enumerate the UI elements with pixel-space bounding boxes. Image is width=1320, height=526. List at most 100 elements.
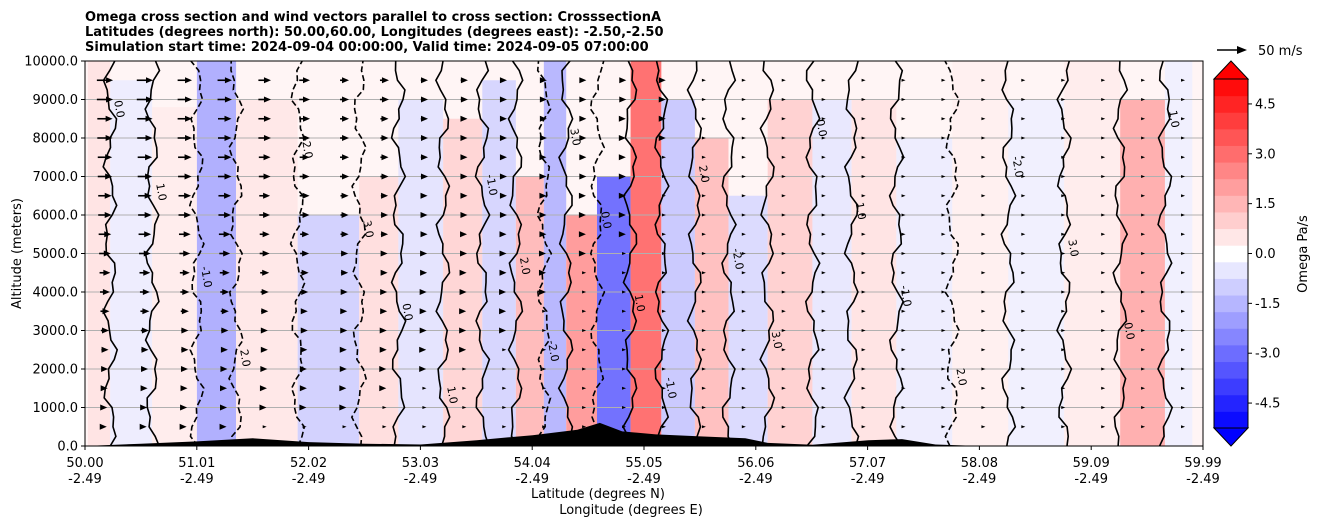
wind-arrow-dot <box>901 98 906 101</box>
wind-arrow-head <box>143 269 151 276</box>
wind-arrow-dot <box>821 213 826 217</box>
terrain-silhouette <box>85 422 1203 446</box>
wind-arrow-dot <box>901 175 906 178</box>
y-tick-label: 1000.0 <box>33 401 79 416</box>
wind-arrow-dot <box>1141 78 1146 82</box>
wind-arrow-dot <box>1061 271 1066 275</box>
wind-arrow-dot <box>1141 348 1146 352</box>
wind-arrow-dot <box>622 252 627 255</box>
wind-arrow-dot <box>1101 155 1106 159</box>
contour-line <box>589 61 606 446</box>
contour-label: 2.0 <box>237 348 253 367</box>
wind-arrow-head <box>538 289 546 295</box>
wind-arrow-dot <box>781 386 786 390</box>
wind-arrow-head <box>499 250 507 257</box>
colorbar-level <box>1214 311 1248 329</box>
wind-arrow-head <box>223 250 231 257</box>
wind-arrow-head <box>141 346 149 353</box>
wind-arrow-dot <box>901 194 906 198</box>
wind-arrow-dot <box>1181 155 1186 159</box>
wind-arrow-head <box>259 385 267 392</box>
wind-arrow-dot <box>781 329 786 332</box>
colorbar-label: Omega Pa/s <box>1296 215 1311 293</box>
wind-arrow-dot <box>661 232 666 236</box>
wind-arrow-head <box>420 192 428 199</box>
wind-arrow-dot <box>981 117 986 121</box>
colorbar-extend-min <box>1212 427 1250 447</box>
wind-arrow-dot <box>861 271 866 275</box>
wind-arrow-head <box>460 250 468 257</box>
wind-arrow-dot <box>382 406 387 409</box>
wind-arrow-dot <box>741 194 746 198</box>
contour-line <box>1157 61 1174 446</box>
wind-arrow-head <box>301 289 309 295</box>
wind-arrow-head <box>302 173 310 180</box>
wind-arrow-head <box>104 212 112 218</box>
wind-arrow-dot <box>1181 213 1186 217</box>
wind-arrow-head <box>181 346 189 353</box>
wind-arrow-dot <box>1181 367 1186 371</box>
wind-arrow-head <box>499 269 507 276</box>
colorbar-level <box>1214 228 1248 246</box>
wind-arrow-head <box>499 289 507 295</box>
contour-label: 1.0 <box>444 385 460 404</box>
wind-arrow-dot <box>1061 232 1066 236</box>
wind-arrow-dot <box>741 213 746 217</box>
wind-arrow-dot <box>821 406 826 409</box>
wind-arrow-head <box>183 250 191 257</box>
wind-arrow-dot <box>901 290 906 294</box>
wind-arrow-dot <box>1101 329 1106 332</box>
wind-arrow-dot <box>1141 425 1146 429</box>
wind-arrow-dot <box>1141 367 1146 371</box>
contour-label: 0.0 <box>598 210 614 229</box>
wind-arrow-dot <box>542 348 547 352</box>
wind-arrow-dot <box>1021 425 1026 429</box>
wind-arrow-head <box>224 212 232 218</box>
wind-arrow-dot <box>582 271 587 275</box>
wind-arrow-dot <box>741 98 746 101</box>
colorbar-level <box>1214 162 1248 180</box>
x-tick-label-lon: -2.49 <box>1186 472 1220 487</box>
wind-arrow-dot <box>661 213 666 217</box>
wind-arrow-dot <box>1101 425 1106 429</box>
wind-arrow-head <box>102 308 110 315</box>
wind-arrow-head <box>180 404 188 411</box>
wind-arrow-head <box>420 154 428 161</box>
wind-arrow-dot <box>981 98 986 101</box>
wind-arrow-dot <box>1021 98 1026 101</box>
wind-arrow-head <box>262 231 270 238</box>
wind-arrow-dot <box>622 348 627 352</box>
wind-arrow-head <box>459 327 467 334</box>
wind-arrow-dot <box>821 271 826 275</box>
colorbar: -4.5 -3.0 -1.5 0.0 1.5 3.0 4.5 <box>1212 60 1280 447</box>
wind-arrow-head <box>339 366 347 372</box>
wind-arrow-dot <box>422 425 427 429</box>
x-axis-label-latitude: Latitude (degrees N) <box>531 487 665 502</box>
contour-line <box>1112 61 1129 446</box>
wind-arrow-dot <box>701 98 706 101</box>
x-tick-label-lat: 59.09 <box>1073 456 1110 471</box>
wind-arrow-dot <box>781 98 786 101</box>
wind-arrow-dot <box>582 290 587 294</box>
wind-arrow-dot <box>821 78 826 82</box>
wind-arrow-head <box>219 423 227 430</box>
wind-arrow-head <box>105 115 113 122</box>
contour-label: -1.0 <box>483 173 500 196</box>
contour-line <box>622 61 638 446</box>
colorbar-tick-label: -4.5 <box>1255 397 1280 412</box>
wind-arrow-dot <box>941 386 946 390</box>
wind-arrow-dot <box>1141 98 1146 101</box>
colorbar-level <box>1214 145 1248 163</box>
wind-arrow-head <box>221 308 229 315</box>
wind-arrow-dot <box>861 194 866 198</box>
wind-arrow-head <box>185 135 193 141</box>
colorbar-level <box>1214 295 1248 313</box>
contour-label: 1.0 <box>153 182 169 201</box>
quiver-key-arrow-head <box>1237 46 1247 54</box>
x-axis: 50.00-2.4951.01-2.4952.02-2.4953.03-2.49… <box>66 446 1222 487</box>
colorbar-tick-label: -1.5 <box>1255 297 1280 312</box>
wind-arrow-head <box>379 346 387 353</box>
wind-arrow-dot <box>1141 155 1146 159</box>
wind-arrow-dot <box>741 367 746 371</box>
omega-band <box>812 99 852 446</box>
